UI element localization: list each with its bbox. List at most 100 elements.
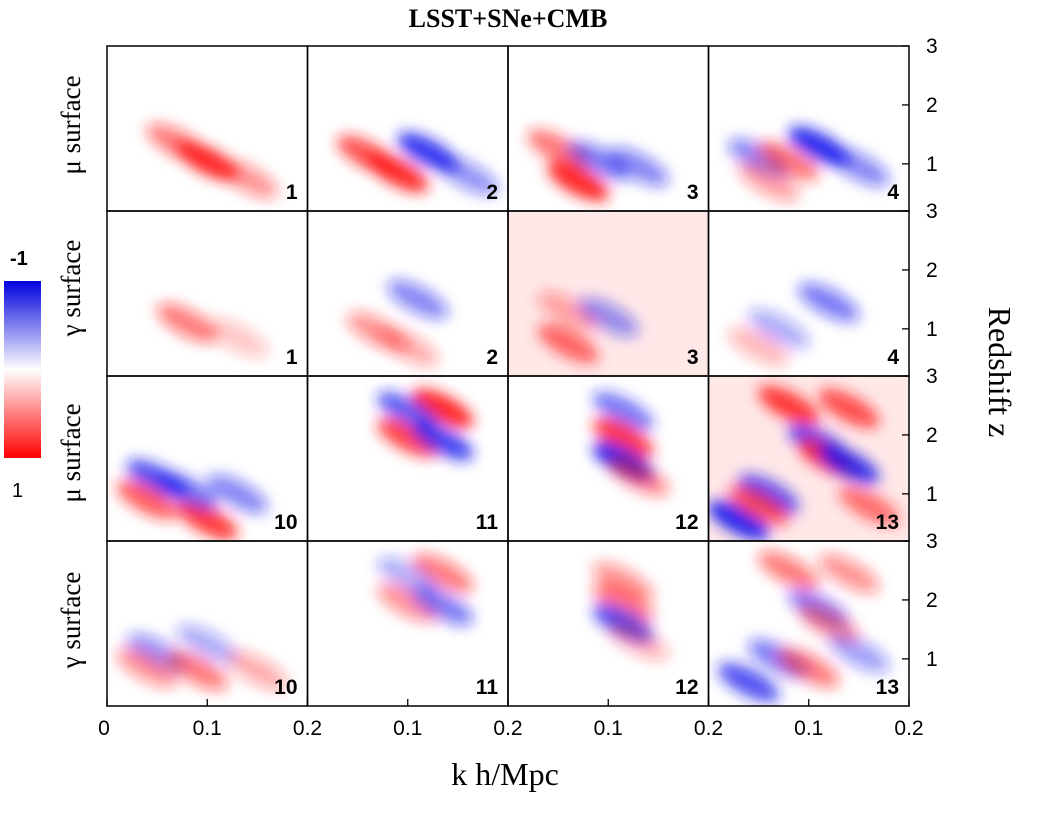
heatmap-blob	[577, 297, 639, 337]
heatmap-blob	[818, 444, 880, 485]
heatmap-blob	[206, 474, 268, 514]
panel-id-label: 13	[876, 676, 899, 699]
heatmap-blob	[738, 161, 800, 202]
heatmap-panel	[508, 211, 709, 376]
heatmap-panel	[107, 46, 308, 211]
heatmap-blob	[748, 309, 810, 349]
chart-title: LSST+SNe+CMB	[409, 4, 608, 33]
panel-background	[107, 211, 308, 376]
x-tick-label: 0.2	[493, 717, 522, 740]
panel-id-label: 10	[274, 676, 297, 699]
heatmap-blob	[146, 123, 208, 163]
panel-id-label: 3	[687, 181, 699, 204]
heatmap-panel	[708, 211, 909, 376]
heatmap-blob	[708, 500, 770, 541]
heatmap-blob	[758, 141, 820, 181]
heatmap-blob	[537, 291, 599, 331]
panel-id-label: 1	[286, 346, 298, 369]
heatmap-blob	[527, 129, 589, 169]
x-tick-label: 0.1	[594, 717, 623, 740]
heatmap-blob	[592, 562, 654, 602]
y-tick-label: 3	[926, 200, 938, 223]
y-tick-label: 1	[926, 648, 938, 671]
row-label: γ surface	[56, 240, 86, 338]
y-tick-label: 1	[926, 153, 938, 176]
y-tick-label: 1	[926, 318, 938, 341]
y-tick-label: 3	[926, 365, 938, 388]
heatmap-panel	[708, 376, 909, 541]
colorbar	[4, 281, 41, 458]
y-tick-label: 3	[926, 530, 938, 553]
colorbar-bottom-label: 1	[12, 480, 23, 502]
y-tick-label: 2	[926, 259, 938, 282]
heatmap-blob	[738, 474, 800, 514]
heatmap-blob	[778, 648, 840, 688]
heatmap-blob	[206, 318, 268, 358]
heatmap-blob	[758, 550, 820, 591]
heatmap-blob	[537, 323, 599, 364]
heatmap-blob	[818, 388, 880, 429]
row-label: γ surface	[56, 572, 86, 670]
heatmap-panel	[107, 541, 308, 706]
heatmap-blob	[176, 624, 238, 664]
panel-id-label: 1	[286, 181, 298, 204]
panel-id-label: 12	[675, 511, 698, 534]
panel-background	[508, 211, 709, 376]
y-tick-label: 1	[926, 483, 938, 506]
heatmap-blob	[828, 147, 890, 187]
heatmap-blob	[367, 153, 429, 193]
panel-id-label: 10	[274, 511, 297, 534]
heatmap-blob	[412, 553, 474, 594]
y-tick-label: 2	[926, 94, 938, 117]
heatmap-blob	[116, 480, 178, 520]
y-tick-label: 3	[926, 35, 938, 58]
panel-background	[107, 46, 308, 211]
heatmap-blob	[727, 138, 790, 178]
x-tick-label: 0.1	[393, 717, 422, 740]
x-axis-label: k h/Mpc	[451, 756, 559, 792]
heatmap-blob	[727, 485, 790, 526]
heatmap-panel	[307, 376, 508, 541]
heatmap-blob	[567, 141, 629, 181]
heatmap-blob	[156, 303, 218, 343]
heatmap-blob	[758, 385, 820, 426]
heatmap-blob	[607, 621, 669, 661]
heatmap-blob	[412, 388, 474, 429]
heatmap-blob	[798, 282, 860, 322]
heatmap-blob	[592, 391, 654, 432]
heatmap-panel	[508, 46, 709, 211]
heatmap-blob	[377, 418, 439, 458]
heatmap-blob	[592, 583, 654, 623]
panel-id-label: 11	[476, 511, 499, 534]
heatmap-panel	[508, 541, 709, 706]
heatmap-panel	[708, 541, 909, 706]
heatmap-panel	[107, 376, 308, 541]
panel-id-label: 11	[476, 676, 499, 699]
heatmap-blob	[116, 648, 178, 688]
panel-id-label: 4	[887, 181, 899, 204]
y-tick-label: 2	[926, 589, 938, 612]
heatmap-blob	[377, 583, 439, 623]
heatmap-panel	[307, 541, 508, 706]
heatmap-blob	[547, 161, 609, 202]
panel-id-label: 2	[486, 346, 498, 369]
panel-id-label: 3	[687, 346, 699, 369]
heatmap-blob	[166, 650, 228, 691]
heatmap-blob	[592, 418, 654, 458]
colorbar-top-label: -1	[10, 248, 28, 270]
row-label: μ surface	[56, 75, 86, 174]
heatmap-blob	[727, 326, 790, 367]
heatmap-blob	[412, 586, 474, 626]
panel-id-label: 4	[887, 346, 899, 369]
heatmap-blob	[437, 155, 499, 196]
heatmap-panel	[307, 211, 508, 376]
heatmap-blob	[216, 158, 278, 199]
heatmap-panel	[508, 376, 709, 541]
y-tick-label: 2	[926, 424, 938, 447]
heatmap-blob	[607, 456, 669, 496]
row-label: μ surface	[56, 403, 86, 502]
x-tick-label: 0.2	[894, 717, 923, 740]
heatmap-blob	[607, 147, 669, 187]
